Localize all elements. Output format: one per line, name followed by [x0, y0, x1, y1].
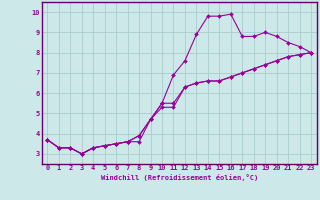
X-axis label: Windchill (Refroidissement éolien,°C): Windchill (Refroidissement éolien,°C) [100, 174, 258, 181]
